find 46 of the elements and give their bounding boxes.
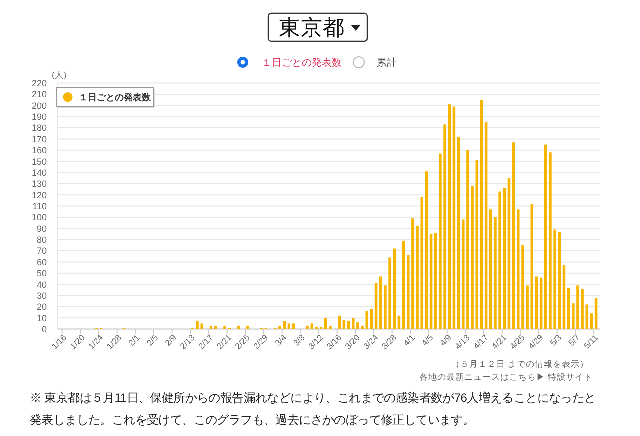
y-tick-label: 200: [32, 100, 47, 111]
y-tick-label: 20: [36, 302, 47, 312]
y-tick-label: 210: [32, 90, 47, 100]
annotation: 各地の最新ニュースはこちら▶ 特設サイト: [420, 372, 593, 382]
x-tick-label: 2/9: [163, 332, 179, 348]
control-radio: 累計: [353, 56, 397, 69]
y-tick-label: 150: [32, 156, 47, 167]
x-tick-label: 5/7: [566, 332, 582, 348]
y-tick-label: 80: [36, 235, 47, 246]
x-tick-label: 4/9: [438, 332, 454, 348]
x-tick-label: 4/5: [420, 332, 436, 348]
annotation: ※ 東京都は５月11日、保健所からの報告漏れなどにより、これまでの感染者数が76人増えることになったと発表しました。これを受けて、このグラフも、過去にさかのぼって修正しています。: [30, 390, 597, 429]
y-tick-label: 90: [36, 224, 47, 234]
x-tick-label: 4/13: [453, 332, 472, 352]
y-tick-label: 190: [32, 112, 47, 122]
y-tick-label: 30: [36, 290, 47, 301]
y-tick-label: 120: [32, 190, 47, 200]
y-tick-label: 40: [36, 280, 47, 290]
y-tick-label: 60: [36, 257, 47, 268]
y-tick-label: 70: [36, 246, 47, 256]
y-tick-label: 180: [32, 123, 47, 134]
y-tick-label: 0: [42, 324, 47, 334]
x-tick-label: 2/1: [126, 332, 142, 348]
y-tick-label: 160: [32, 146, 47, 156]
y-tick-label: 100: [32, 212, 47, 223]
x-tick-label: 3/8: [291, 332, 308, 348]
x-tick-label: 4/29: [526, 332, 546, 352]
y-tick-label: 110: [32, 202, 47, 212]
x-tick-label: 4/21: [490, 332, 509, 352]
y-tick-label: 140: [32, 168, 47, 178]
x-tick-label: 2/5: [144, 332, 160, 348]
x-tick-label: 5/11: [582, 332, 600, 351]
y-tick-label: 170: [32, 134, 47, 144]
y-tick-label: 50: [36, 268, 47, 279]
y-tick-label: 10: [36, 313, 47, 324]
y-tick-label: 130: [32, 179, 47, 190]
x-tick-label: 3/4: [273, 332, 289, 348]
annotation: （５月１２日 までの情報を表示）: [452, 359, 589, 369]
x-tick-label: 4/1: [401, 332, 418, 348]
ylabel: (人): [52, 70, 67, 80]
x-tick-label: 5/3: [548, 332, 564, 348]
legend-label: １日ごとの発表数: [79, 92, 152, 102]
control-radio-selected: １日ごとの発表数: [238, 57, 342, 69]
y-tick-label: 220: [32, 78, 47, 88]
title: 東京都: [279, 16, 345, 40]
legend: １日ごとの発表数: [56, 87, 156, 108]
